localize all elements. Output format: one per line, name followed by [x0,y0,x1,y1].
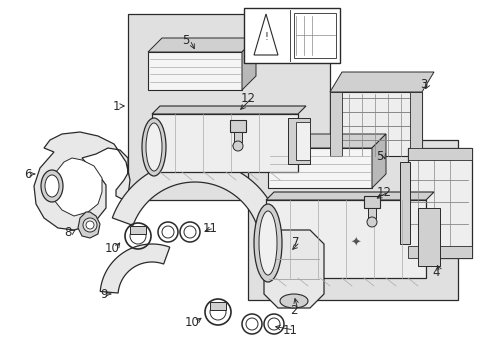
Polygon shape [52,158,102,216]
Bar [293,13,335,58]
Polygon shape [128,14,329,200]
Polygon shape [78,212,100,238]
Polygon shape [112,160,283,248]
Bar [329,92,341,156]
Bar [244,8,339,63]
Ellipse shape [232,141,243,151]
Bar [287,118,309,164]
Ellipse shape [86,221,94,229]
Ellipse shape [366,217,376,227]
Text: 8: 8 [64,225,72,238]
Ellipse shape [259,211,276,275]
Text: 1: 1 [112,99,120,112]
Text: ✦: ✦ [350,237,361,249]
Text: 3: 3 [420,77,427,90]
Polygon shape [247,140,457,300]
Bar [399,162,409,244]
Text: 6: 6 [24,167,32,180]
Polygon shape [267,134,385,148]
Text: 5: 5 [182,33,189,46]
Polygon shape [34,132,130,230]
Text: 11: 11 [282,324,297,337]
Polygon shape [265,192,433,200]
Bar [209,302,225,310]
Text: ✦: ✦ [230,142,239,152]
Ellipse shape [83,218,97,232]
Text: 5: 5 [376,149,383,162]
Bar [130,226,146,234]
Polygon shape [152,106,305,114]
Bar [409,92,421,156]
Ellipse shape [253,204,282,282]
Ellipse shape [142,118,165,176]
Text: !: ! [264,32,267,42]
Text: 4: 4 [431,266,439,279]
Text: 2: 2 [290,303,297,316]
Bar [265,200,425,278]
Text: 11: 11 [202,221,217,234]
Polygon shape [371,134,385,188]
Bar [148,52,242,90]
Ellipse shape [280,294,307,308]
Bar [329,92,421,156]
Bar [407,246,471,258]
Bar [407,148,471,258]
Bar [367,208,375,218]
Polygon shape [329,72,433,92]
Bar [234,132,242,142]
Ellipse shape [45,175,59,197]
Polygon shape [242,38,256,90]
Text: 12: 12 [376,185,391,198]
Text: 10: 10 [184,315,199,328]
Bar [363,196,379,208]
Bar [152,114,297,172]
Bar [267,148,371,188]
Text: 10: 10 [104,242,119,255]
Ellipse shape [146,123,162,171]
Polygon shape [264,230,324,308]
Bar [229,120,245,132]
Bar [407,148,471,160]
Text: 9: 9 [100,288,107,301]
Ellipse shape [41,170,63,202]
Polygon shape [100,244,169,293]
Bar [295,122,309,160]
Text: 12: 12 [240,91,255,104]
Polygon shape [148,38,256,52]
Bar [417,208,439,266]
Text: 7: 7 [292,235,299,248]
